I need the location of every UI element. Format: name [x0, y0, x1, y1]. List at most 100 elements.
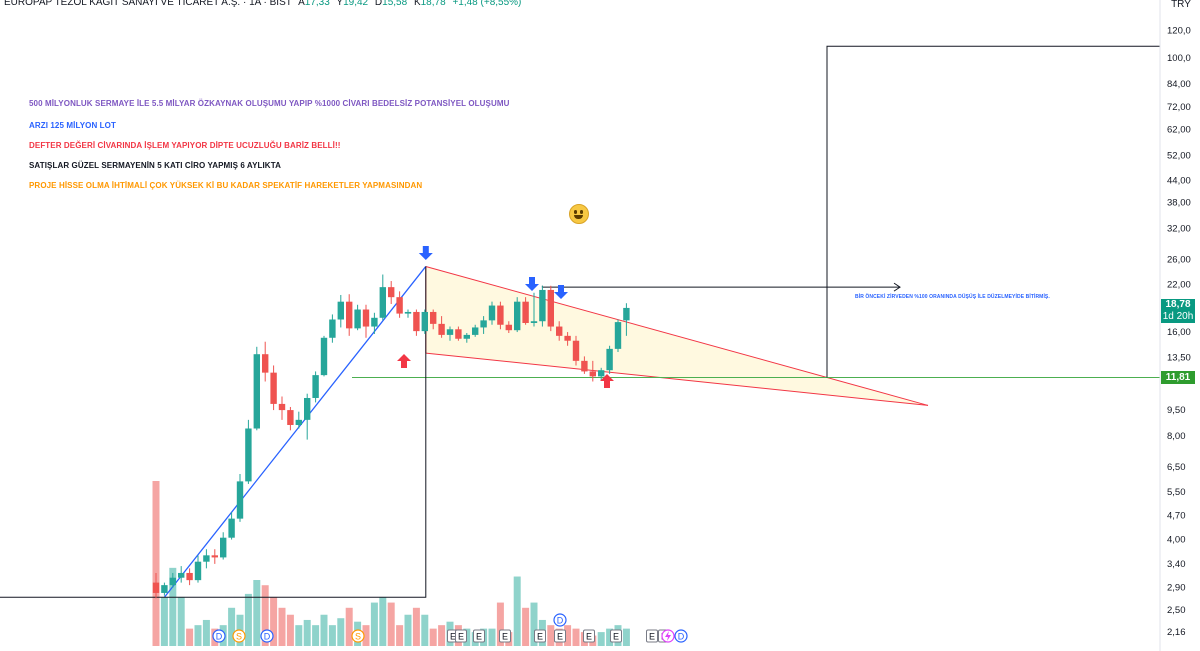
candle-body: [354, 309, 361, 329]
event-icon-glyph: S: [355, 632, 361, 642]
candle-body: [514, 301, 521, 331]
candle-body: [320, 337, 328, 376]
candle-body: [253, 354, 260, 429]
volume-bar: [547, 625, 555, 646]
price-tick-label: 13,50: [1167, 352, 1191, 363]
price-tick-label: 8,00: [1167, 431, 1186, 442]
candle-body: [404, 311, 412, 314]
candle-body: [530, 321, 538, 323]
note-project: PROJE HİSSE OLMA İHTİMALİ ÇOK YÜKSEK Kİ …: [29, 181, 423, 190]
price-tick-label: 52,00: [1167, 151, 1191, 162]
candle-body: [623, 307, 630, 321]
volume-bar: [286, 614, 294, 646]
earnings-icon[interactable]: [583, 629, 595, 643]
volume-bar: [278, 607, 286, 646]
candle-body: [312, 375, 319, 398]
volume-bar: [513, 576, 521, 646]
candle-body: [522, 301, 529, 323]
volume-bar: [228, 607, 236, 646]
event-markers: DSDSDDEEEEEEEEEE: [212, 246, 688, 643]
event-icon-glyph: D: [216, 632, 223, 642]
volume-bar: [404, 614, 412, 646]
candle-body: [379, 287, 386, 318]
target-projection-line: [826, 45, 1160, 378]
volume-bar: [328, 625, 336, 646]
last-price-value: 18,78: [1165, 299, 1191, 310]
volume-bar: [320, 614, 328, 646]
dividend-icon[interactable]: [260, 629, 274, 643]
earnings-icon[interactable]: [473, 629, 485, 643]
split-icon[interactable]: [232, 629, 246, 643]
candle-body: [581, 360, 588, 372]
last-price-badge: 18,78 1d 20h: [1161, 299, 1195, 323]
candle-body: [472, 327, 479, 335]
volume-bar: [496, 602, 504, 646]
candle-body: [304, 397, 311, 420]
event-icon-glyph: E: [613, 632, 619, 642]
price-tick-label: 2,16: [1167, 627, 1186, 638]
arrow-line: [541, 285, 900, 288]
earnings-icon[interactable]: [499, 629, 511, 643]
candle-body: [505, 324, 512, 331]
dividend-icon[interactable]: [674, 629, 688, 643]
event-icon-glyph: S: [236, 632, 242, 642]
event-icon-glyph: E: [649, 632, 655, 642]
candle-body: [396, 297, 403, 314]
candle-body: [295, 419, 302, 425]
dividend-icon[interactable]: [212, 629, 226, 643]
price-axis[interactable]: 120,0 100,0 84,00 72,00 62,00 52,00 44,00 38,00…: [1159, 0, 1191, 651]
volume-bar: [438, 625, 446, 646]
volume-bar: [303, 619, 311, 646]
earnings-icon[interactable]: [534, 629, 546, 643]
volume-bar: [622, 628, 630, 646]
candle-body: [211, 555, 218, 558]
volume-bar: [202, 619, 210, 646]
volume-bar: [370, 602, 378, 646]
candle-body: [371, 317, 378, 327]
volume-bar: [597, 632, 605, 646]
symbol-title: EUROPAP TEZOL KAĞIT SANAYİ VE TİCARET A.…: [4, 0, 292, 8]
volume-bar: [488, 628, 496, 646]
volume-bar: [564, 625, 572, 646]
dividend-icon[interactable]: [553, 613, 567, 627]
split-icon[interactable]: [351, 629, 365, 643]
price-tick-label: 2,90: [1167, 583, 1186, 594]
volume-bar: [337, 618, 345, 646]
candle-body: [262, 354, 269, 373]
price-tick-label: 16,00: [1167, 327, 1191, 338]
candle-body: [236, 481, 244, 519]
volume-bar: [160, 597, 168, 646]
price-tick-label: 3,40: [1167, 559, 1186, 570]
price-tick-label: 32,00: [1167, 223, 1191, 234]
price-tick-label: 84,00: [1167, 79, 1191, 90]
candle-body: [463, 334, 470, 339]
candle-body: [194, 561, 202, 581]
volume-bar: [429, 628, 437, 646]
earnings-icon[interactable]: [610, 629, 622, 643]
candle-body: [278, 403, 286, 411]
earnings-icon[interactable]: [554, 629, 566, 643]
close-value: 18,78: [420, 0, 446, 8]
earnings-icon[interactable]: [646, 629, 658, 643]
down-arrow-icon: [554, 285, 568, 299]
down-arrow-icon: [525, 277, 539, 291]
uptrend-line: [163, 266, 427, 598]
price-tick-label: 38,00: [1167, 198, 1191, 209]
candle-body: [488, 305, 496, 321]
volume-bar: [522, 607, 530, 646]
drawing-layer: [0, 45, 1160, 598]
candle-body: [455, 329, 462, 339]
volume-bar: [244, 593, 252, 646]
annotation-text: BİR ÖNCEKİ ZİRVEDEN %100 ORANINDA DÜŞÜŞ …: [855, 294, 1050, 300]
candle-body: [446, 329, 454, 335]
earnings-icon[interactable]: [455, 629, 467, 643]
currency-label: TRY: [1171, 0, 1191, 10]
candle-body: [178, 572, 185, 578]
volume-bar: [421, 614, 429, 646]
candle-body: [186, 572, 193, 581]
candle-body: [161, 585, 168, 593]
volume-bar: [261, 585, 269, 646]
candle-body: [497, 305, 504, 325]
candle-body: [203, 555, 210, 562]
